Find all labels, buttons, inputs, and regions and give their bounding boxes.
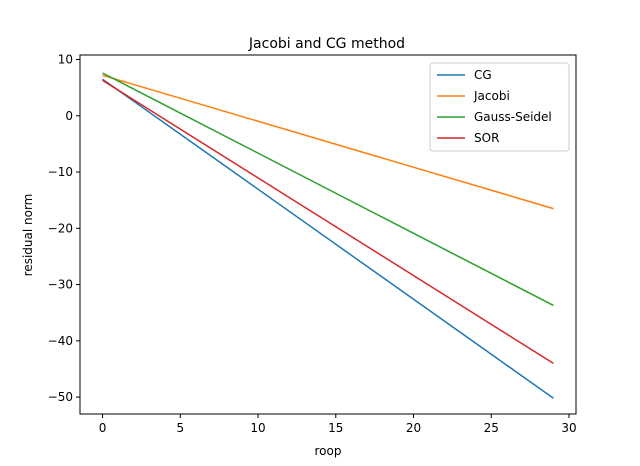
legend-box <box>429 62 570 152</box>
y-tick-label: −40 <box>48 334 73 348</box>
series-line-cg <box>102 78 554 399</box>
y-tick-label: 0 <box>65 109 73 123</box>
legend-label: SOR <box>474 131 499 145</box>
x-tick-label: 0 <box>99 421 107 435</box>
x-tick-label: 5 <box>176 421 184 435</box>
x-tick-label: 10 <box>250 421 265 435</box>
series-line-jacobi <box>102 74 554 210</box>
chart-title: Jacobi and CG method <box>248 36 405 52</box>
x-tick-label: 30 <box>561 421 576 435</box>
x-tick-label: 15 <box>328 421 343 435</box>
series-line-gauss-seidel <box>102 72 554 307</box>
x-tick-label: 25 <box>484 421 499 435</box>
y-tick-label: 10 <box>58 53 73 67</box>
x-tick-label: 20 <box>406 421 421 435</box>
y-axis-label: residual norm <box>21 194 35 277</box>
series-lines <box>102 72 554 399</box>
legend: CG Jacobi Gauss-Seidel SOR <box>429 62 570 152</box>
legend-label: CG <box>474 68 492 82</box>
plot-frame <box>79 54 577 415</box>
y-tick-label: −10 <box>48 165 73 179</box>
y-axis: 10 0 −10 −20 −30 −40 −50 <box>48 53 80 404</box>
legend-label: Jacobi <box>473 89 510 103</box>
x-axis: 0 5 10 15 20 25 30 <box>99 414 577 435</box>
series-line-sor <box>102 79 554 364</box>
y-tick-label: −30 <box>48 278 73 292</box>
y-tick-label: −20 <box>48 221 73 235</box>
x-axis-label: roop <box>315 444 342 458</box>
y-tick-label: −50 <box>48 390 73 404</box>
legend-label: Gauss-Seidel <box>474 110 552 124</box>
